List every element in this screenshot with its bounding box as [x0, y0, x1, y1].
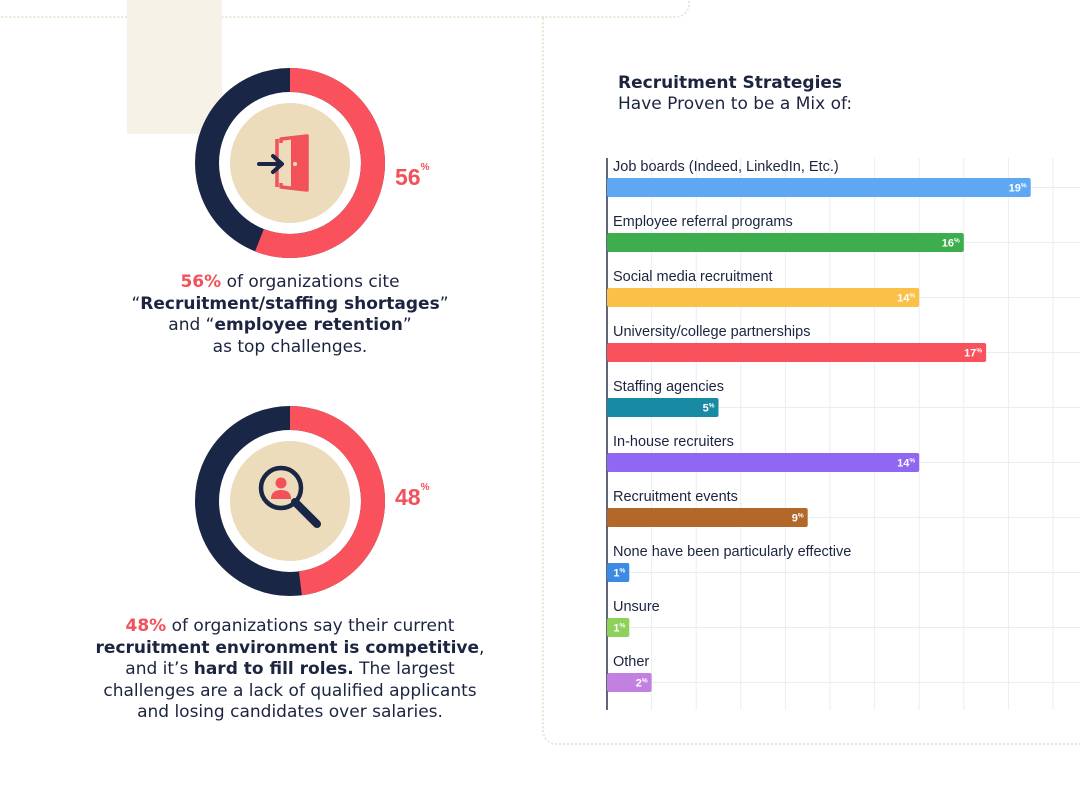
category-label: Other — [613, 654, 649, 670]
category-label: In-house recruiters — [613, 434, 734, 450]
bar — [607, 233, 964, 252]
category-label: Job boards (Indeed, LinkedIn, Etc.) — [613, 159, 839, 175]
category-label: None have been particularly effective — [613, 544, 851, 560]
bar — [607, 343, 987, 362]
bar-chart-recruitment-strategies: Job boards (Indeed, LinkedIn, Etc.) 19% Em… — [606, 158, 1080, 710]
category-label: Employee referral programs — [613, 214, 793, 230]
category-label: Staffing agencies — [613, 379, 724, 395]
chart-title: Recruitment Strategies Have Proven to be… — [618, 73, 852, 115]
donut-center — [230, 103, 350, 223]
bar-value-label: 2% — [636, 678, 648, 690]
category-label: Unsure — [613, 599, 660, 615]
bar-value-label: 1% — [613, 568, 625, 580]
chart-title-line1: Recruitment Strategies — [618, 73, 843, 93]
category-label: University/college partnerships — [613, 324, 810, 340]
stat-percent-competitive-environment: 48% — [395, 482, 430, 510]
bar — [607, 563, 630, 582]
bar-value-label: 14% — [897, 293, 915, 305]
bar-value-label: 9% — [792, 513, 804, 525]
donut-svg — [195, 68, 385, 258]
bar — [607, 673, 652, 692]
bar — [607, 398, 719, 417]
door-exit-icon — [257, 134, 309, 192]
decorative-dotted-border-top — [0, 0, 690, 18]
bar — [607, 288, 920, 307]
donut-center — [230, 441, 350, 561]
bar-value-label: 5% — [703, 403, 715, 415]
stat-description-competitive-environment: 48% of organizations say their current r… — [95, 616, 485, 722]
stat-description-recruitment-shortages: 56% of organizations cite “Recruitment/s… — [131, 272, 449, 357]
donut-value-arc — [255, 68, 385, 258]
donut-chart-competitive-environment — [195, 406, 386, 596]
bar-value-label: 17% — [964, 348, 982, 360]
bar-value-label: 19% — [1009, 183, 1027, 195]
bar — [607, 618, 630, 637]
donut-svg — [195, 406, 386, 596]
stat-percent-recruitment-shortages: 56% — [395, 162, 430, 190]
category-label: Social media recruitment — [613, 269, 773, 285]
decorative-beige-block — [127, 0, 222, 134]
bar-value-label: 14% — [897, 458, 915, 470]
decorative-dotted-border-panel — [542, 16, 1080, 745]
magnifier-person-icon — [258, 465, 321, 528]
bar — [607, 178, 1031, 197]
bar — [607, 508, 808, 527]
donut-chart-recruitment-shortages — [195, 68, 385, 258]
donut-value-arc — [289, 406, 386, 596]
bar-value-label: 16% — [942, 238, 960, 250]
chart-title-line2: Have Proven to be a Mix of: — [618, 94, 853, 114]
bar-value-label: 1% — [613, 623, 625, 635]
category-label: Recruitment events — [613, 489, 738, 505]
bar — [607, 453, 920, 472]
